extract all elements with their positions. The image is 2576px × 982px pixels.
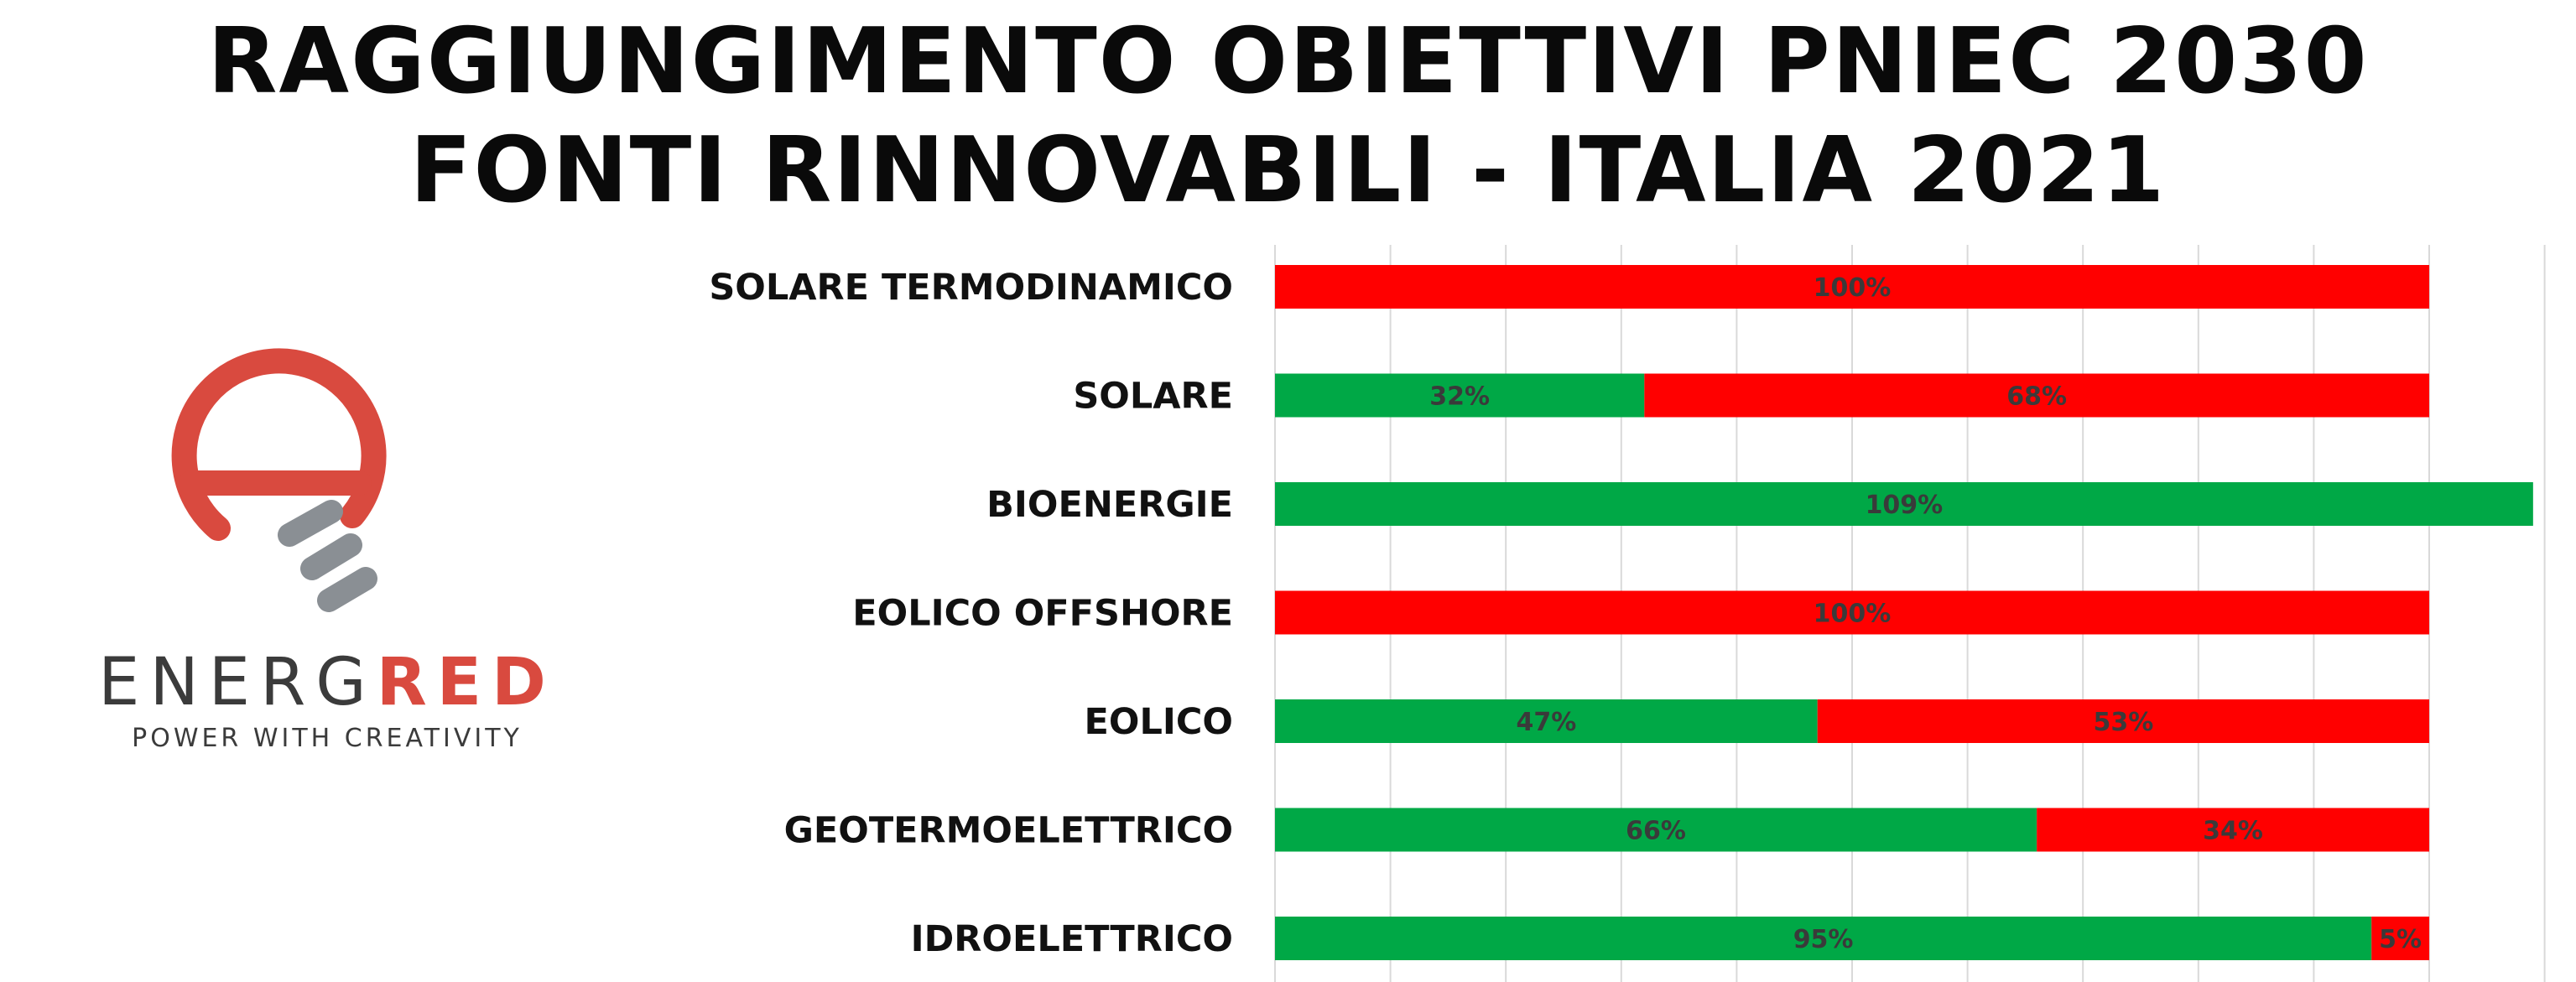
chart-title-line-1: RAGGIUNGIMENTO OBIETTIVI PNIEC 2030 [207, 9, 2369, 114]
category-label: BIOENERGIE [986, 484, 1233, 526]
bar-segment-red [1644, 373, 2429, 418]
data-label: 66% [1626, 817, 1686, 846]
energred-logo: ENERGRED POWER WITH CREATIVITY [98, 348, 556, 753]
bar-segment-green [1275, 482, 2533, 526]
bar-segment-green [1275, 373, 1645, 418]
category-label: EOLICO OFFSHORE [852, 593, 1233, 635]
chart-bars [1275, 265, 2533, 960]
chart-title-line-2: FONTI RINNOVABILI - ITALIA 2021 [409, 118, 2167, 223]
brand-name-part-2: RED [377, 645, 556, 720]
bulb-e-icon [171, 348, 387, 612]
bar-segment-red [2371, 917, 2429, 960]
bar-segment-red [1275, 590, 2429, 635]
data-label: 5% [2379, 925, 2422, 954]
bar-segment-red [1275, 265, 2429, 309]
chart-data-labels: 100% 32% 68% 109% 100% 47% 53% 66% 34% 95% 5% [1429, 273, 2422, 954]
data-label: 100% [1814, 600, 1892, 629]
data-label: 34% [2203, 817, 2263, 846]
category-label: IDROELETTRICO [911, 918, 1233, 960]
data-label: 95% [1793, 925, 1854, 954]
data-label: 109% [1866, 491, 1944, 520]
bar-segment-green [1275, 699, 1818, 743]
brand-tagline: POWER WITH CREATIVITY [132, 724, 523, 753]
bar-segment-red [2037, 808, 2429, 852]
bar-segment-green [1275, 917, 2372, 960]
brand-name: ENERGRED [98, 645, 556, 720]
data-label: 47% [1516, 708, 1576, 737]
data-label: 53% [2093, 708, 2153, 737]
category-label: SOLARE [1073, 376, 1233, 418]
category-label: EOLICO [1085, 701, 1233, 743]
category-label: GEOTERMOELETTRICO [784, 810, 1233, 852]
chart-category-labels: SOLARE TERMODINAMICO SOLARE BIOENERGIE EOLI… [709, 267, 1233, 960]
brand-name-part-1: ENERG [98, 645, 377, 720]
data-label: 32% [1429, 382, 1490, 412]
data-label: 68% [2006, 382, 2067, 412]
data-label: 100% [1814, 273, 1892, 303]
bar-segment-green [1275, 808, 2037, 852]
bar-segment-red [1817, 699, 2429, 743]
category-label: SOLARE TERMODINAMICO [709, 267, 1233, 309]
